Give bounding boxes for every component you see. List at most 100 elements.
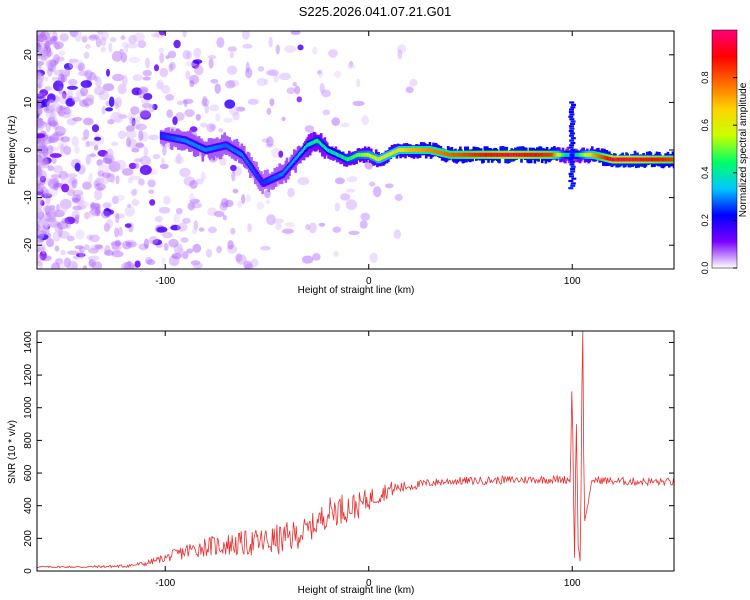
noise-blob bbox=[37, 253, 42, 264]
noise-blob bbox=[51, 76, 60, 81]
noise-blob bbox=[286, 87, 296, 95]
noise-blob bbox=[296, 96, 302, 103]
noise-blob bbox=[227, 240, 234, 250]
noise-blob bbox=[64, 216, 76, 225]
noise-blob bbox=[397, 44, 407, 54]
noise-blob bbox=[37, 154, 43, 163]
noise-blob bbox=[37, 46, 43, 51]
noise-blob bbox=[393, 229, 402, 239]
noise-blob bbox=[37, 117, 44, 122]
noise-blob bbox=[47, 118, 52, 129]
noise-blob bbox=[59, 106, 67, 115]
noise-blob bbox=[268, 36, 273, 48]
noise-blob bbox=[230, 164, 237, 172]
ridge-core bbox=[605, 156, 609, 161]
noise-blob bbox=[103, 154, 115, 163]
noise-blob bbox=[73, 59, 84, 70]
noise-blob bbox=[100, 31, 109, 41]
noise-blob bbox=[57, 141, 67, 150]
noise-blob bbox=[308, 222, 317, 234]
noise-blob bbox=[207, 54, 217, 60]
noise-blob bbox=[37, 61, 45, 66]
noise-blob bbox=[38, 161, 50, 169]
noise-blob bbox=[256, 77, 267, 87]
noise-blob bbox=[222, 214, 227, 221]
noise-blob bbox=[83, 117, 94, 126]
noise-blob bbox=[116, 194, 126, 201]
noise-blob bbox=[104, 152, 114, 159]
noise-blob bbox=[37, 120, 46, 126]
noise-blob bbox=[128, 138, 138, 149]
noise-blob bbox=[46, 66, 53, 77]
noise-blob bbox=[149, 103, 155, 113]
noise-blob bbox=[304, 125, 315, 133]
noise-blob bbox=[195, 113, 201, 121]
noise-blob bbox=[122, 240, 132, 250]
noise-blob bbox=[208, 226, 217, 234]
noise-blob bbox=[37, 261, 43, 266]
ridge-core bbox=[322, 143, 325, 148]
noise-blob bbox=[167, 50, 177, 59]
noise-blob bbox=[284, 222, 295, 228]
noise-blob bbox=[345, 188, 355, 193]
noise-blob bbox=[369, 181, 376, 187]
snr-series bbox=[37, 331, 674, 569]
noise-blob bbox=[328, 49, 338, 58]
ridge-core bbox=[280, 172, 284, 177]
noise-blob bbox=[159, 163, 169, 170]
noise-blob bbox=[149, 199, 156, 206]
noise-blob bbox=[204, 103, 210, 114]
noise-blob bbox=[37, 60, 42, 70]
noise-blob bbox=[275, 44, 280, 55]
noise-blob bbox=[247, 223, 252, 233]
noise-blob bbox=[37, 208, 43, 214]
noise-blob bbox=[41, 140, 46, 150]
noise-blob bbox=[95, 37, 102, 48]
noise-blob bbox=[40, 50, 47, 59]
noise-blob bbox=[305, 224, 310, 231]
noise-blob bbox=[114, 112, 124, 124]
noise-blob bbox=[96, 159, 103, 166]
noise-blob bbox=[265, 143, 275, 148]
noise-blob bbox=[37, 186, 43, 192]
ridge-core bbox=[553, 152, 556, 157]
noise-blob bbox=[114, 101, 119, 110]
noise-blob bbox=[134, 143, 146, 149]
snr-line bbox=[37, 331, 674, 569]
noise-blob bbox=[104, 245, 111, 256]
noise-blob bbox=[94, 203, 101, 211]
noise-blob bbox=[44, 205, 50, 216]
noise-blob bbox=[53, 54, 60, 64]
noise-blob bbox=[173, 243, 183, 255]
noise-blob bbox=[106, 172, 115, 183]
y-tick-label: 0 bbox=[23, 568, 34, 574]
noise-blob bbox=[80, 86, 89, 97]
noise-blob bbox=[360, 212, 371, 221]
y-tick-label: 1000 bbox=[23, 396, 34, 419]
noise-blob bbox=[225, 80, 236, 89]
noise-blob bbox=[80, 80, 93, 88]
noise-blob bbox=[115, 175, 120, 185]
noise-blob bbox=[37, 54, 41, 60]
noise-blob bbox=[131, 117, 136, 127]
noise-blob bbox=[317, 69, 324, 78]
noise-blob bbox=[53, 41, 64, 50]
noise-blob bbox=[59, 69, 65, 74]
noise-blob bbox=[37, 231, 45, 241]
noise-blob bbox=[147, 134, 159, 141]
noise-blob bbox=[42, 147, 49, 157]
ridge-core bbox=[333, 151, 336, 155]
noise-blob bbox=[121, 168, 134, 176]
spike-cell bbox=[569, 113, 575, 116]
noise-blob bbox=[67, 250, 79, 255]
noise-blob bbox=[301, 255, 314, 264]
x-tick-label: -100 bbox=[155, 276, 175, 287]
noise-blob bbox=[189, 198, 200, 204]
spike-cell bbox=[568, 130, 574, 133]
figure-title: S225.2026.041.07.21.G01 bbox=[299, 4, 452, 19]
noise-blob bbox=[165, 94, 175, 101]
noise-blob bbox=[78, 70, 90, 77]
noise-blob bbox=[97, 149, 109, 157]
noise-blob bbox=[405, 86, 414, 94]
noise-blob bbox=[182, 31, 187, 38]
